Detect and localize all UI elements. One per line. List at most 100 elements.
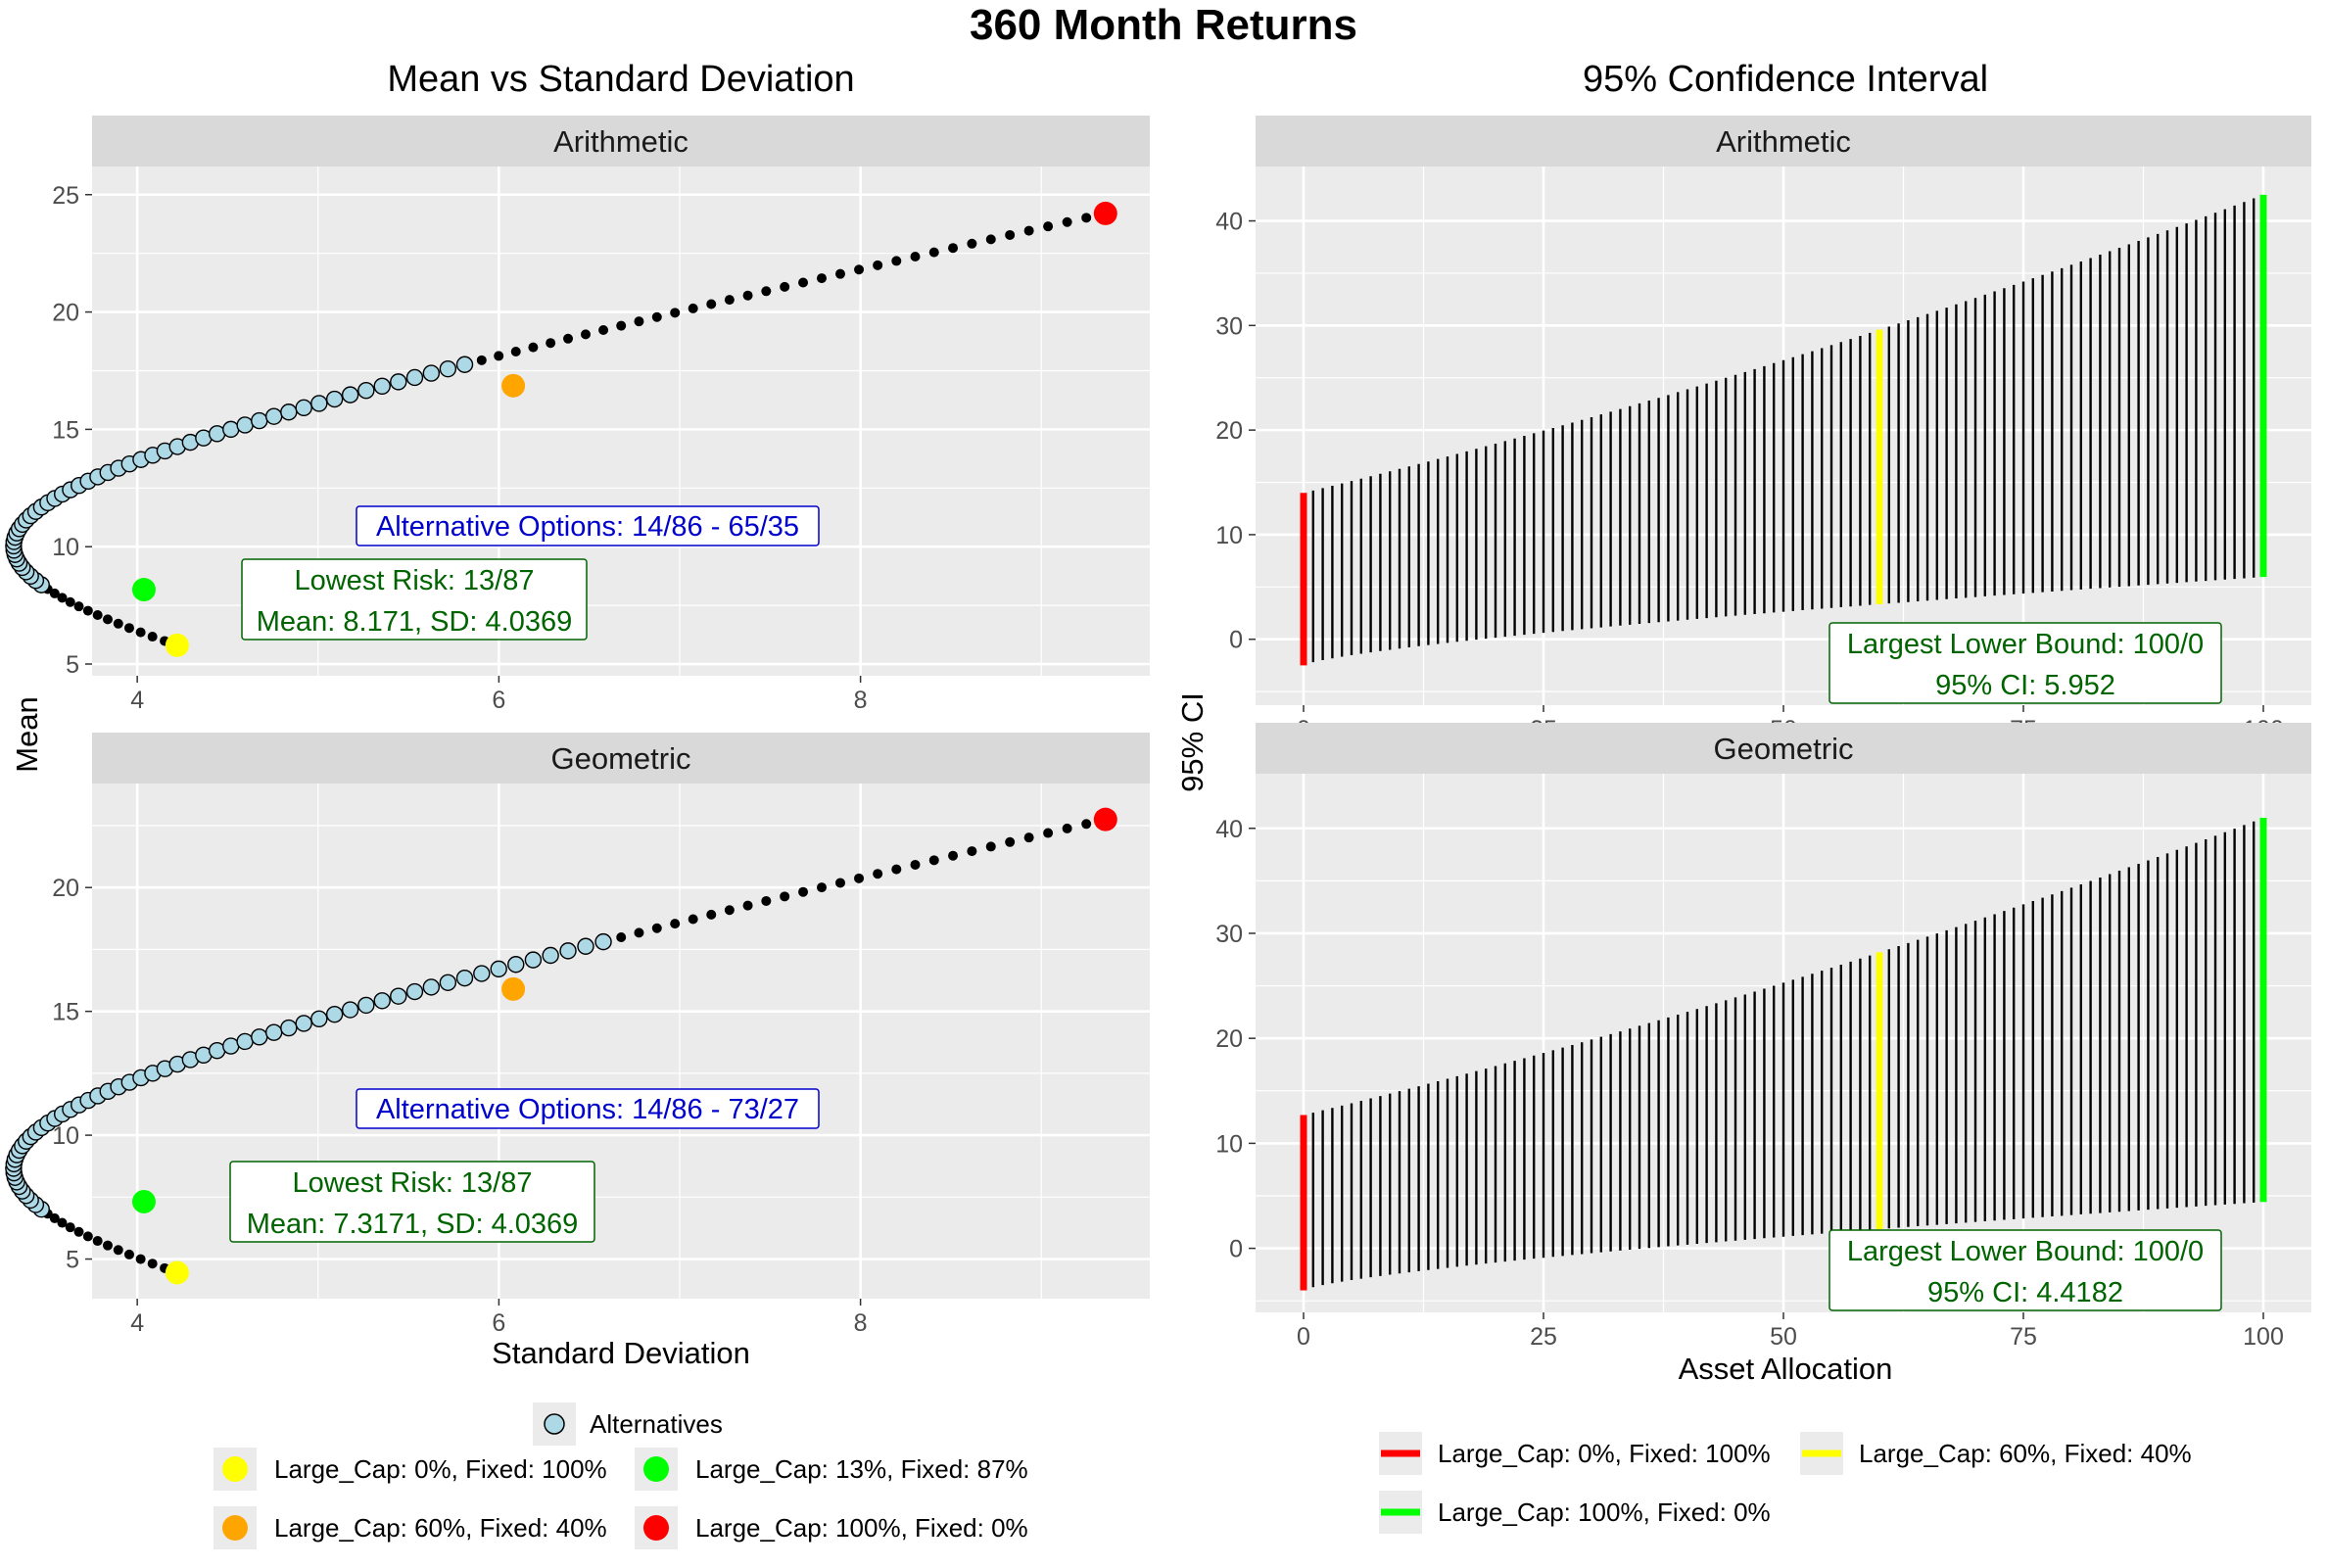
- frontier-point: [546, 338, 555, 348]
- frontier-point: [477, 356, 487, 365]
- alternative-point: [296, 1016, 311, 1031]
- frontier-point: [83, 606, 93, 616]
- frontier-point: [689, 304, 698, 313]
- y-tick-label: 15: [52, 999, 79, 1026]
- alternative-point: [223, 1038, 239, 1054]
- frontier-point: [967, 239, 976, 249]
- legend-key-lowest-risk: [643, 1456, 669, 1482]
- y-tick-label: 30: [1215, 312, 1243, 340]
- panels-layer: Arithmetic4 6 8510152025Alternative Option…: [6, 116, 2311, 1351]
- ci-annotation-text: 95% CI: 5.952: [1935, 670, 2115, 701]
- legend-key-cap100: [643, 1515, 669, 1541]
- legend-key-alternatives: [545, 1414, 564, 1434]
- frontier-point: [761, 896, 771, 906]
- frontier-point: [1043, 829, 1053, 838]
- y-tick-label: 10: [1215, 522, 1243, 549]
- alternative-point: [423, 979, 439, 995]
- legend-label-cap100: Large_Cap: 100%, Fixed: 0%: [1438, 1497, 1771, 1527]
- alternative-point: [457, 356, 473, 372]
- left-plot-title: Mean vs Standard Deviation: [387, 59, 854, 100]
- alternative-point: [281, 1021, 297, 1036]
- frontier-point: [563, 334, 573, 344]
- right-legend: Large_Cap: 0%, Fixed: 100% Large_Cap: 60…: [1379, 1432, 2192, 1534]
- frontier-point: [873, 869, 882, 879]
- facet-label: Geometric: [551, 741, 691, 776]
- alternative-point: [281, 404, 297, 420]
- alternative-point: [358, 997, 374, 1013]
- alternative-point: [296, 400, 311, 415]
- frontier-point: [911, 252, 921, 261]
- alternative-point: [423, 365, 439, 381]
- frontier-point: [725, 295, 735, 305]
- frontier-point: [1024, 226, 1034, 236]
- y-tick-label: 40: [1215, 209, 1243, 236]
- alternative-point: [406, 984, 422, 1000]
- right-plot-title: 95% Confidence Interval: [1583, 59, 1988, 100]
- ci-annotation-text: 95% CI: 4.4182: [1927, 1277, 2123, 1308]
- frontier-point: [1063, 824, 1072, 833]
- frontier-point: [743, 901, 753, 911]
- frontier-point: [798, 277, 808, 287]
- x-tick-label: 8: [854, 687, 868, 714]
- y-tick-label: 25: [52, 182, 79, 210]
- frontier-point: [854, 874, 864, 883]
- alternative-point: [223, 421, 239, 437]
- point-lowest-risk: [132, 1190, 156, 1213]
- frontier-point: [652, 312, 662, 322]
- frontier-point: [74, 601, 84, 611]
- y-tick-label: 20: [52, 875, 79, 902]
- frontier-point: [670, 308, 680, 317]
- frontier-point: [891, 256, 901, 265]
- point-cap60: [501, 977, 525, 1001]
- lowest-risk-annotation-text: Mean: 7.3171, SD: 4.0369: [247, 1209, 579, 1240]
- x-tick-label: 25: [1530, 1323, 1557, 1351]
- y-tick-label: 20: [1215, 417, 1243, 445]
- alternative-point: [311, 1011, 327, 1026]
- facet-label: Geometric: [1714, 732, 1854, 766]
- legend-label-cap60: Large_Cap: 60%, Fixed: 40%: [274, 1513, 607, 1543]
- alternative-point: [266, 1024, 282, 1040]
- alternative-point: [543, 948, 558, 964]
- frontier-point: [706, 910, 716, 920]
- frontier-point: [1081, 819, 1091, 829]
- frontier-point: [93, 610, 103, 620]
- frontier-point: [136, 628, 146, 638]
- frontier-point: [124, 623, 134, 633]
- frontier-point: [929, 248, 939, 258]
- frontier-point: [83, 1231, 93, 1241]
- frontier-point: [948, 851, 958, 861]
- ci-annotation-text: Largest Lower Bound: 100/0: [1847, 1236, 2204, 1267]
- frontier-point: [652, 924, 662, 933]
- alternative-point: [266, 408, 282, 424]
- frontier-point: [873, 261, 882, 270]
- alternative-point: [508, 957, 524, 973]
- alternative-point: [237, 417, 253, 433]
- x-tick-label: 75: [2010, 1323, 2037, 1351]
- y-tick-label: 10: [1215, 1130, 1243, 1158]
- point-cap100: [1094, 808, 1117, 832]
- lowest-risk-annotation-text: Mean: 8.171, SD: 4.0369: [257, 606, 572, 638]
- frontier-point: [1005, 230, 1015, 240]
- frontier-point: [1081, 213, 1091, 222]
- frontier-point: [616, 321, 626, 331]
- legend-label-lowest-risk: Large_Cap: 13%, Fixed: 87%: [695, 1454, 1028, 1484]
- frontier-point: [835, 878, 845, 887]
- frontier-point: [103, 1241, 113, 1251]
- alternative-point: [457, 971, 473, 986]
- frontier-point: [967, 846, 976, 856]
- frontier-point: [780, 282, 789, 292]
- frontier-point: [798, 887, 808, 897]
- x-tick-label: 8: [854, 1309, 868, 1337]
- frontier-point: [929, 855, 939, 865]
- frontier-point: [511, 347, 521, 356]
- y-tick-label: 5: [66, 651, 79, 679]
- frontier-point: [835, 269, 845, 279]
- alternative-point: [343, 1002, 358, 1018]
- frontier-point: [817, 273, 827, 283]
- x-tick-label: 6: [492, 1309, 505, 1337]
- frontier-point: [616, 932, 626, 942]
- legend-label-fixed100: Large_Cap: 0%, Fixed: 100%: [274, 1454, 607, 1484]
- legend-key-cap60: [222, 1515, 248, 1541]
- y-tick-label: 5: [66, 1247, 79, 1274]
